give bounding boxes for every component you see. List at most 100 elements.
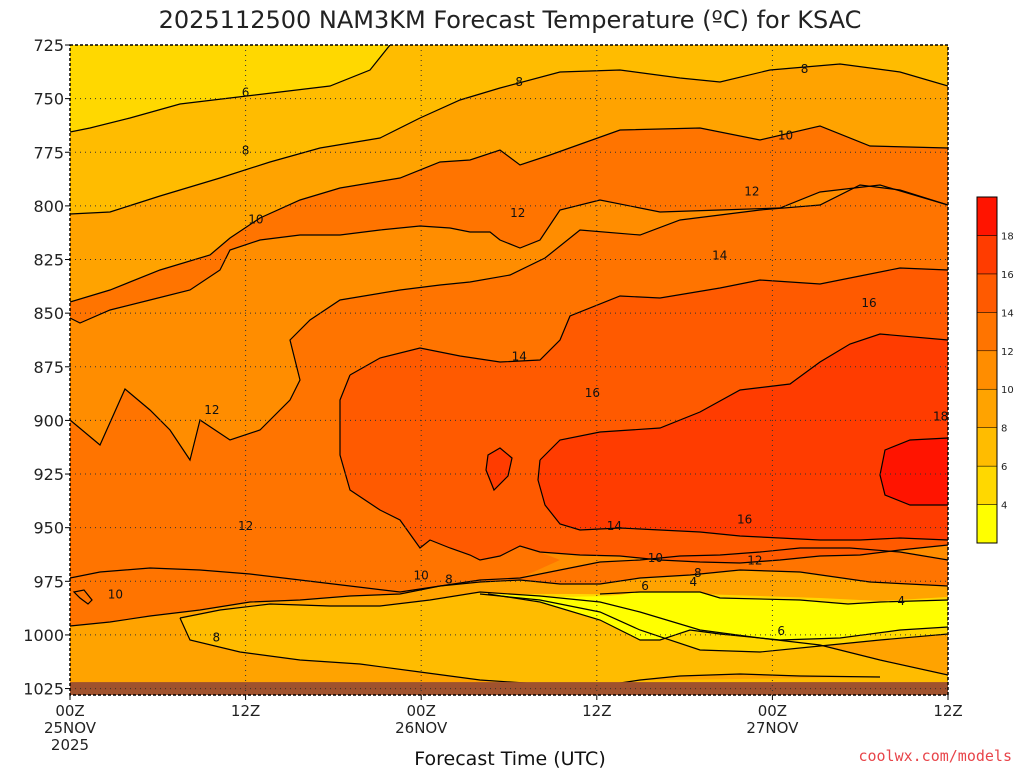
band-level-18 — [880, 438, 948, 505]
contour-label: 14 — [607, 519, 622, 533]
contour-label-text: 12 — [747, 553, 762, 567]
x-axis-label: Forecast Time (UTC) — [414, 748, 605, 768]
contour-label-text: 10 — [108, 588, 123, 602]
contour-label: 12 — [510, 206, 525, 220]
contour-line — [70, 184, 948, 324]
y-tick-label: 775 — [33, 143, 64, 162]
contour-line — [179, 617, 881, 687]
contour-label: 18 — [933, 410, 948, 424]
contour-line — [479, 593, 948, 653]
y-tick-label: 850 — [33, 304, 64, 323]
contour-label-text: 8 — [242, 144, 250, 158]
contour-label: 12 — [744, 184, 759, 198]
contour-label: 10 — [648, 551, 663, 565]
contour-label-text: 16 — [585, 386, 600, 400]
contour-label-text: 16 — [737, 513, 752, 527]
contour-label: 8 — [445, 573, 453, 587]
contour-label-text: 10 — [248, 212, 263, 226]
contour-label: 6 — [641, 579, 649, 593]
contour-label: 12 — [747, 553, 762, 567]
colorbar-tick-label: 14 — [1001, 308, 1014, 319]
contour-label-text: 12 — [510, 206, 525, 220]
contour-labels: 6 8 8 8 10 12 10 12 14 16 14 16 12 18 12 14 16 10 12 8 10 8 6 4… — [108, 62, 948, 645]
colorbar-segment — [976, 388, 998, 428]
x-tick-label: 00Z — [758, 702, 787, 720]
colorbar-segment — [976, 273, 998, 313]
colorbar-tick-label: 16 — [1001, 270, 1014, 281]
colorbar-segment — [976, 465, 998, 505]
colorbar-segment — [976, 312, 998, 352]
y-tick-label: 875 — [33, 358, 64, 377]
contour-label-text: 14 — [607, 519, 622, 533]
terrain-below-surface — [70, 682, 948, 695]
contour-line — [70, 569, 948, 627]
band-level-6-lower — [70, 592, 948, 688]
contour-label-text: 8 — [515, 75, 523, 89]
temperature-bands — [70, 45, 948, 695]
contour-label-text: 10 — [414, 568, 429, 582]
contour-line — [879, 437, 948, 506]
contour-line — [339, 374, 948, 564]
contour-line — [70, 125, 948, 303]
contour-label-text: 8 — [801, 62, 809, 76]
band-level-12-lower — [70, 185, 948, 592]
contour-label-text: 18 — [933, 410, 948, 424]
contour-label: 14 — [712, 249, 727, 263]
y-tick-label: 1025 — [23, 680, 64, 699]
contour-line — [485, 447, 513, 492]
credit-link[interactable]: coolwx.com/models — [858, 747, 1012, 765]
colorbar-tick-label: 8 — [1001, 424, 1007, 435]
contour-lines — [70, 45, 948, 687]
y-tick-label: 925 — [33, 465, 64, 484]
colorbar-segment — [976, 427, 998, 467]
y-tick-label: 975 — [33, 572, 64, 591]
y-tick-label: 900 — [33, 411, 64, 430]
x-tick-label: 12Z — [582, 702, 611, 720]
x-tick-label: 2025 — [51, 736, 89, 754]
contour-label: 14 — [512, 350, 527, 364]
colorbar-tick-label: 18 — [1001, 231, 1014, 242]
y-tick-label: 1000 — [23, 626, 64, 645]
colorbar-frame — [976, 196, 998, 544]
contour-line — [70, 547, 948, 593]
x-tick-label: 12Z — [231, 702, 260, 720]
contour-label: 4 — [690, 575, 698, 589]
x-tick-label: 00Z — [55, 702, 84, 720]
contour-label-text: 6 — [641, 579, 649, 593]
contour-line — [70, 63, 948, 215]
band-level-12 — [70, 126, 948, 626]
colorbar: 4 6 8 10 12 14 16 18 — [976, 196, 1014, 544]
colorbar-tick-label: 12 — [1001, 347, 1014, 358]
y-tick-label: 725 — [33, 36, 64, 55]
contour-line — [599, 591, 948, 605]
band-level-16-small — [486, 448, 512, 490]
plot-frame — [69, 44, 949, 696]
colorbar-segment — [976, 235, 998, 275]
contour-label: 10 — [778, 129, 793, 143]
contour-label-text: 6 — [242, 86, 250, 100]
colorbar-tick-label: 4 — [1001, 501, 1007, 512]
contour-line — [70, 184, 948, 462]
x-tick-label: 12Z — [933, 702, 962, 720]
contour-line — [179, 591, 948, 676]
contour-label-text: 12 — [238, 519, 253, 533]
y-tick-label: 950 — [33, 519, 64, 538]
x-tick-label: 25NOV — [44, 719, 97, 737]
contour-label: 6 — [242, 86, 250, 100]
colorbar-segment — [976, 504, 998, 544]
gridline-dots — [70, 45, 948, 695]
contour-label: 8 — [213, 631, 221, 645]
contour-label: 16 — [585, 386, 600, 400]
colorbar-segment — [976, 196, 998, 236]
contour-label: 6 — [777, 624, 785, 638]
chart-title: 2025112500 NAM3KM Forecast Temperature (… — [159, 6, 862, 34]
colorbar-tick-label: 6 — [1001, 462, 1007, 473]
contour-label: 12 — [204, 403, 219, 417]
y-axis: 725 750 775 800 825 850 875 900 925 950 975 1000 102… — [23, 36, 70, 699]
contour-label: 10 — [108, 588, 123, 602]
contour-label-text: 4 — [690, 575, 698, 589]
colorbar-segment — [976, 350, 998, 390]
band-level-16 — [538, 334, 948, 540]
contour-line — [539, 333, 948, 461]
